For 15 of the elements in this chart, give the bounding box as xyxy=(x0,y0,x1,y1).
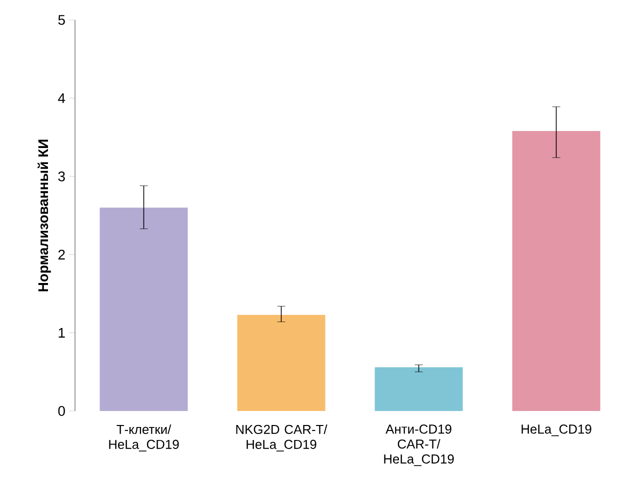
y-tick-label: 1 xyxy=(58,328,65,338)
x-tick-label: NKG2D CAR-T/ HeLa_CD19 xyxy=(236,424,328,452)
bar xyxy=(237,314,326,411)
y-tick-label: 4 xyxy=(58,93,66,103)
x-tick-label: HeLa_CD19 xyxy=(522,424,592,436)
y-axis-title: Нормализованный КИ xyxy=(38,140,51,292)
y-tick-label: 5 xyxy=(58,15,65,25)
bar xyxy=(512,131,600,411)
bar xyxy=(374,367,463,411)
x-tick-label: Анти-CD19 CAR-T/ HeLa_CD19 xyxy=(384,424,454,466)
y-tick-label: 0 xyxy=(58,406,65,416)
bar xyxy=(100,208,188,411)
x-tick-label: Т-клетки/ HeLa_CD19 xyxy=(109,424,179,452)
y-tick-label: 3 xyxy=(58,171,65,182)
y-tick-label: 2 xyxy=(58,250,65,260)
